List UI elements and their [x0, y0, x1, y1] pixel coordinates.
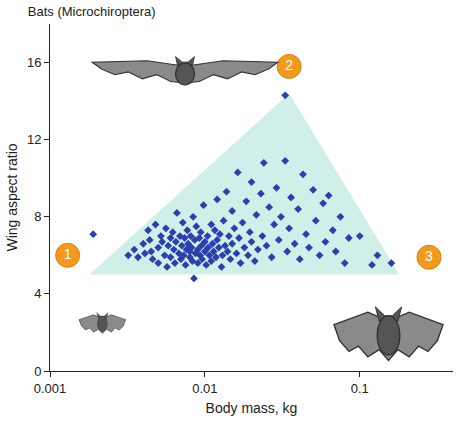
svg-text:4: 4: [34, 286, 41, 301]
svg-text:0.1: 0.1: [351, 381, 369, 396]
svg-text:Wing aspect ratio: Wing aspect ratio: [4, 143, 20, 251]
svg-text:Body mass, kg: Body mass, kg: [206, 400, 298, 416]
svg-text:12: 12: [27, 132, 41, 147]
svg-text:8: 8: [34, 209, 41, 224]
svg-text:2: 2: [285, 57, 293, 73]
svg-text:3: 3: [425, 248, 433, 264]
svg-text:0.01: 0.01: [192, 381, 217, 396]
svg-text:16: 16: [27, 55, 41, 70]
svg-text:1: 1: [64, 246, 72, 262]
svg-text:Bats (Microchiroptera): Bats (Microchiroptera): [28, 4, 156, 19]
svg-text:0.001: 0.001: [34, 381, 67, 396]
svg-text:0: 0: [34, 364, 41, 379]
